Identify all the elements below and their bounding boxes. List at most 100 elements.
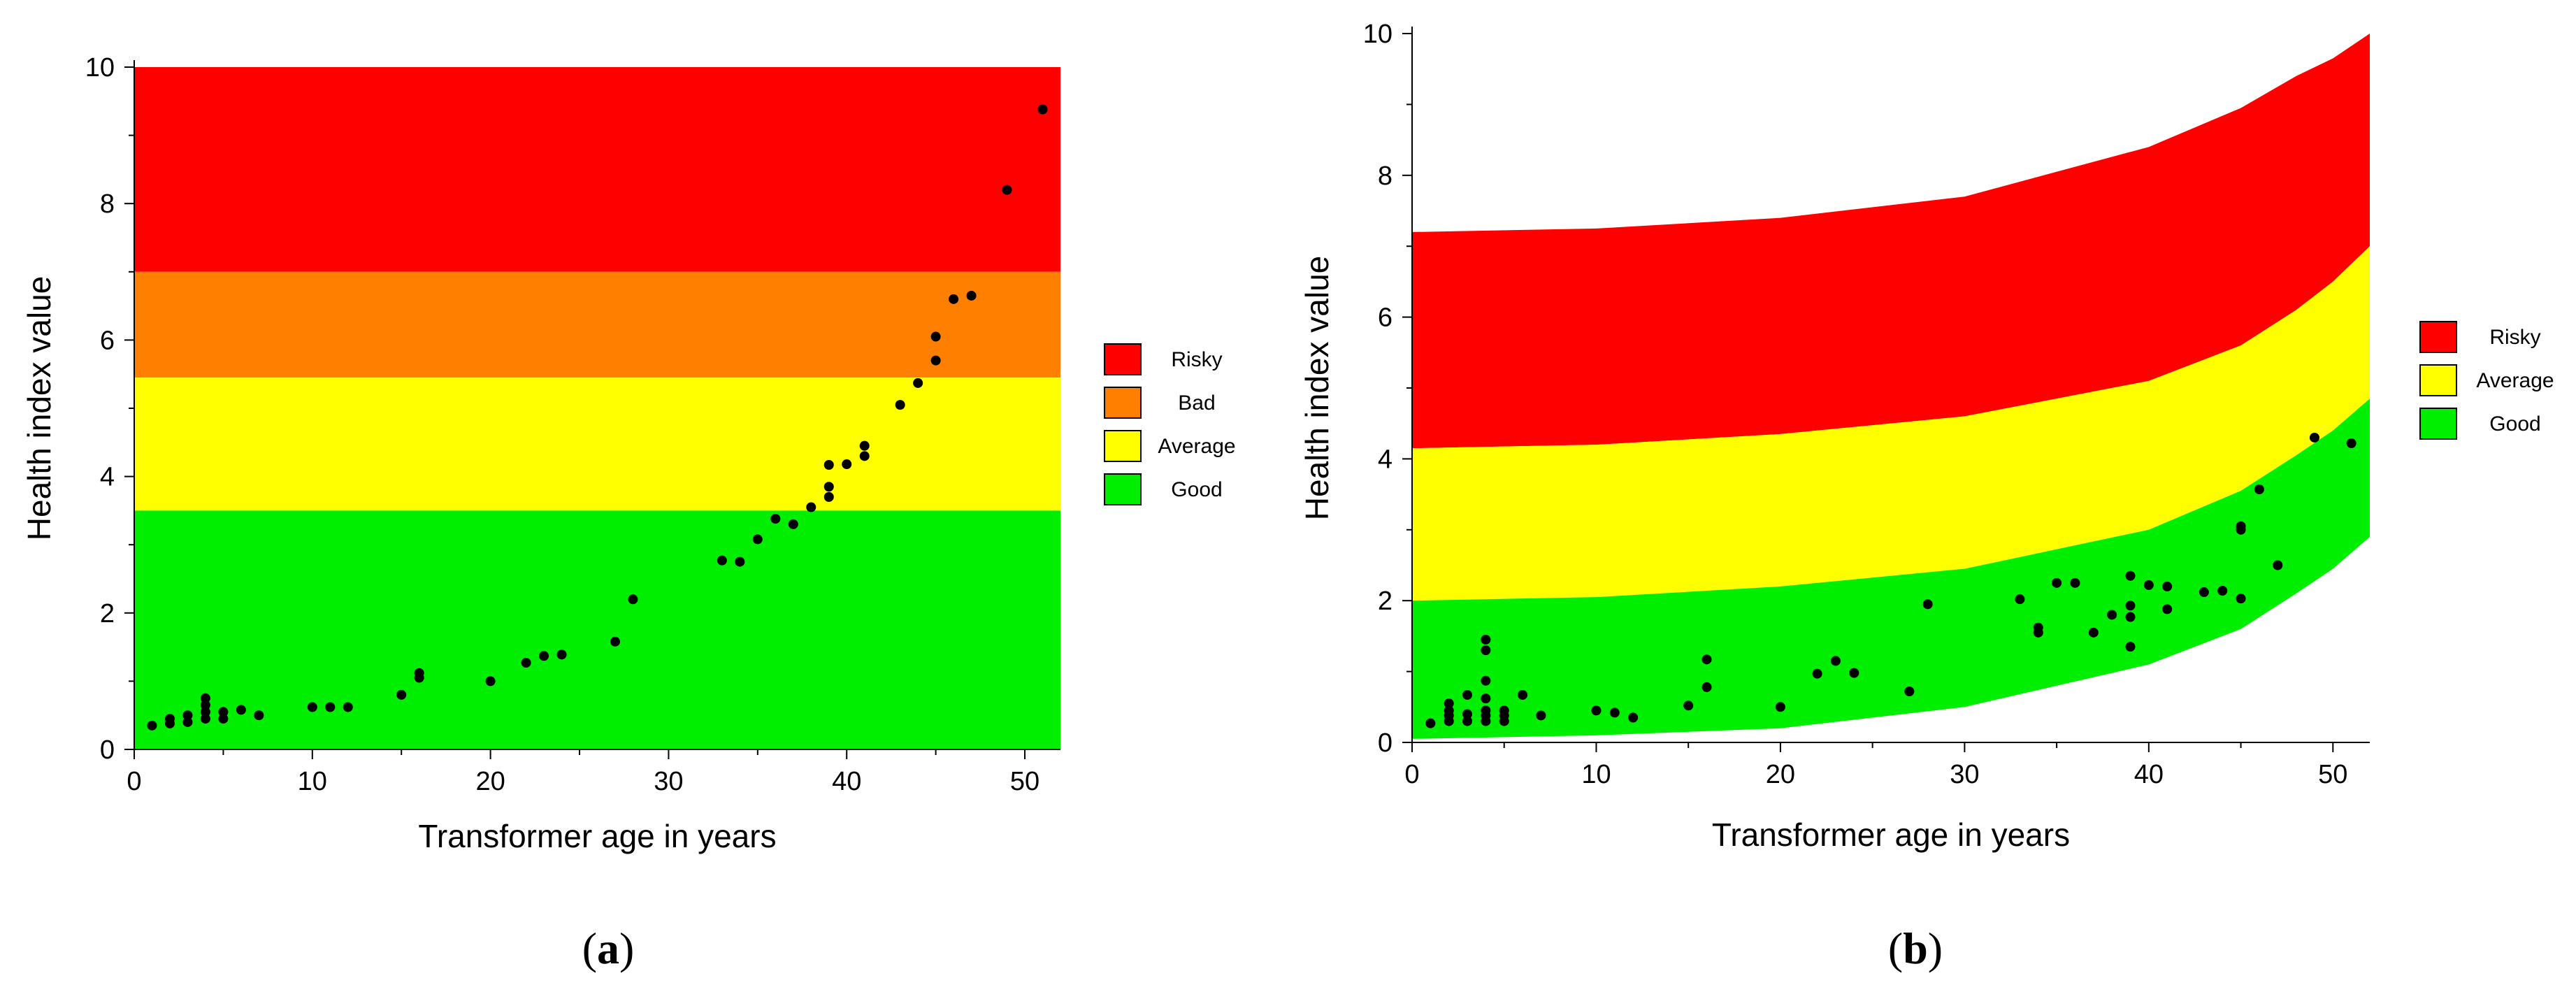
data-point [1002, 185, 1012, 195]
band-risky [134, 67, 1060, 272]
data-point [735, 556, 745, 567]
data-point [1499, 705, 1509, 716]
legend-swatch-bad [1104, 387, 1142, 419]
data-point [1481, 693, 1491, 704]
band-average [1412, 246, 2370, 601]
legend-swatch-good [2419, 408, 2457, 440]
data-point [182, 717, 193, 727]
legend-swatch-average [1104, 430, 1142, 462]
y-axis-title: Health index value [1299, 256, 1335, 520]
caption-letter: b [1903, 923, 1928, 973]
caption-letter: a [597, 923, 619, 973]
data-point [913, 378, 923, 388]
data-point [2088, 627, 2099, 638]
figure-caption: (a) [582, 923, 635, 973]
y-tick-label: 10 [85, 53, 115, 82]
data-point [1609, 707, 1620, 718]
data-point [2107, 610, 2117, 620]
y-tick-label: 2 [1378, 587, 1393, 616]
x-tick-label: 20 [1766, 760, 1795, 789]
data-point [218, 714, 229, 724]
data-point [1518, 690, 1528, 700]
x-tick-label: 10 [1581, 760, 1611, 789]
band-average [134, 378, 1060, 511]
data-point [2143, 580, 2154, 590]
data-point [485, 676, 496, 687]
data-point [396, 689, 407, 700]
x-tick-label: 20 [475, 767, 505, 796]
chart-b: 0 10 20 30 40 50 0 2 4 6 8 10 Transformer age in yea… [1299, 20, 2554, 973]
data-point [556, 649, 567, 660]
data-point [521, 658, 531, 668]
data-point [2125, 601, 2136, 611]
data-point [1481, 705, 1491, 716]
data-point [2346, 438, 2356, 449]
y-tick-label: 8 [100, 189, 115, 219]
x-tick-label: 30 [1950, 760, 1979, 789]
x-tick-label: 40 [2134, 760, 2164, 789]
data-point [200, 693, 210, 703]
data-point [859, 451, 870, 461]
data-point [788, 519, 798, 529]
x-tick-label: 0 [1404, 760, 1419, 789]
data-point [1444, 698, 1454, 709]
data-point [2254, 484, 2264, 495]
x-tick-label: 0 [127, 767, 141, 796]
caption-paren-open: ( [1888, 923, 1903, 973]
data-point [164, 714, 175, 724]
figure-caption: (b) [1888, 923, 1943, 973]
caption-paren-close: ) [1928, 923, 1943, 973]
data-point [200, 714, 210, 724]
y-tick-label: 2 [100, 599, 115, 628]
data-point [182, 710, 193, 721]
data-point [2236, 521, 2246, 531]
legend-label-average: Average [1158, 435, 1235, 458]
data-point [1812, 668, 1822, 679]
y-tick-label: 8 [1378, 161, 1393, 191]
data-point [930, 355, 941, 366]
data-point [930, 331, 941, 342]
data-point [859, 440, 870, 451]
band-good [1412, 398, 2370, 739]
x-axis-title: Transformer age in years [418, 818, 776, 854]
data-point [966, 290, 977, 301]
data-point [254, 710, 264, 721]
data-point [1425, 718, 1436, 728]
band-bad [134, 271, 1060, 378]
data-point [823, 460, 834, 470]
data-point [200, 700, 210, 710]
data-point [2162, 604, 2173, 614]
band-risky [1412, 34, 2370, 449]
data-point [2052, 577, 2062, 588]
legend-label-good: Good [2489, 412, 2540, 436]
data-point [414, 668, 424, 678]
data-point [1444, 705, 1454, 716]
data-point [1591, 705, 1602, 716]
data-point [2309, 432, 2319, 443]
legend-swatch-good [1104, 473, 1142, 505]
data-point [1849, 668, 1859, 678]
data-point [2015, 594, 2025, 605]
data-point [539, 651, 549, 661]
data-point [2125, 642, 2136, 652]
x-tick-label: 30 [654, 767, 683, 796]
data-point [1904, 686, 1915, 696]
legend-label-risky: Risky [2489, 326, 2540, 349]
data-point [823, 491, 834, 502]
data-point [2273, 560, 2283, 570]
data-point [823, 482, 834, 492]
data-point [806, 502, 816, 512]
y-tick-label: 6 [1378, 303, 1393, 333]
data-point [842, 459, 852, 470]
data-point [1462, 690, 1473, 700]
x-tick-label: 50 [2318, 760, 2347, 789]
legend-label-risky: Risky [1171, 348, 1222, 371]
legend-label-bad: Bad [1178, 391, 1215, 415]
data-point [1830, 656, 1841, 666]
data-point [1922, 599, 1933, 610]
x-axis-title: Transformer age in years [1712, 817, 2070, 853]
data-point [2236, 594, 2246, 604]
data-point [2033, 622, 2043, 633]
data-point [325, 702, 336, 712]
